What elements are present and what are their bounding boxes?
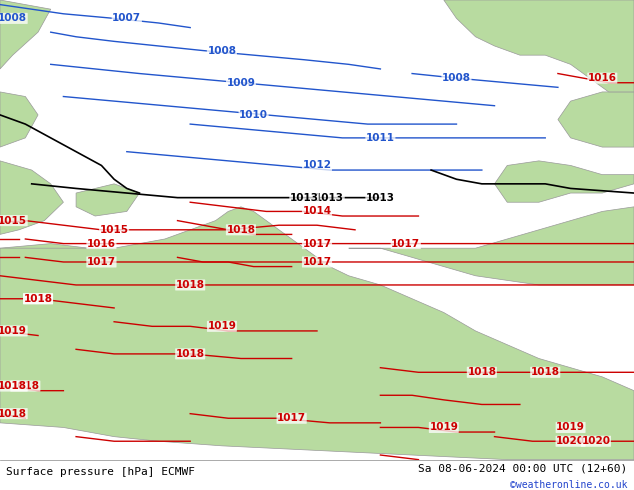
Polygon shape [0, 207, 634, 460]
Text: 1017: 1017 [87, 257, 116, 267]
Polygon shape [558, 92, 634, 147]
Polygon shape [495, 161, 634, 202]
Text: 1007: 1007 [112, 13, 141, 24]
Text: 1019: 1019 [0, 326, 27, 336]
Polygon shape [0, 368, 51, 404]
Polygon shape [0, 0, 51, 69]
Polygon shape [349, 207, 634, 285]
Text: 1018: 1018 [176, 280, 205, 290]
Text: 1014: 1014 [302, 206, 332, 217]
Text: 1017: 1017 [277, 413, 306, 423]
Text: 1018: 1018 [531, 368, 560, 377]
Text: 1017: 1017 [391, 239, 420, 248]
Polygon shape [76, 184, 139, 216]
Text: 1017: 1017 [302, 239, 332, 248]
Text: 1018: 1018 [226, 225, 256, 235]
Text: 1009: 1009 [226, 78, 256, 88]
Polygon shape [583, 23, 634, 69]
Polygon shape [0, 92, 38, 147]
Text: Surface pressure [hPa] ECMWF: Surface pressure [hPa] ECMWF [6, 467, 195, 477]
Text: 1008: 1008 [0, 13, 27, 24]
Text: 1017: 1017 [302, 257, 332, 267]
Text: 1010: 1010 [239, 110, 268, 120]
Text: 1020: 1020 [556, 436, 585, 446]
Text: 1020: 1020 [581, 436, 611, 446]
Text: 1018: 1018 [0, 381, 27, 391]
Text: Sa 08-06-2024 00:00 UTC (12+60): Sa 08-06-2024 00:00 UTC (12+60) [418, 464, 628, 474]
Text: 1013: 1013 [366, 193, 395, 203]
Text: 1008: 1008 [442, 73, 471, 83]
Text: 1019: 1019 [207, 321, 236, 331]
Text: 1015: 1015 [0, 216, 27, 225]
Text: 1013: 1013 [315, 193, 344, 203]
Text: 1018: 1018 [0, 409, 27, 418]
Text: 1019: 1019 [429, 422, 458, 433]
Polygon shape [0, 161, 63, 234]
Text: 1011: 1011 [366, 133, 395, 143]
Text: 1018: 1018 [23, 294, 53, 304]
Text: 1013: 1013 [290, 193, 319, 203]
Text: 1018: 1018 [467, 368, 496, 377]
Text: 1018: 1018 [11, 381, 40, 391]
Text: 1018: 1018 [176, 349, 205, 359]
Text: 1015: 1015 [100, 225, 129, 235]
Text: 1008: 1008 [207, 46, 236, 55]
Polygon shape [0, 294, 76, 354]
Text: ©weatheronline.co.uk: ©weatheronline.co.uk [510, 480, 628, 490]
Text: 1012: 1012 [302, 160, 332, 171]
Polygon shape [0, 244, 285, 299]
Text: 1016: 1016 [588, 73, 617, 83]
Polygon shape [444, 0, 634, 92]
Text: 1019: 1019 [556, 422, 585, 433]
Text: 1016: 1016 [87, 239, 116, 248]
Text: 1018: 1018 [23, 294, 53, 304]
